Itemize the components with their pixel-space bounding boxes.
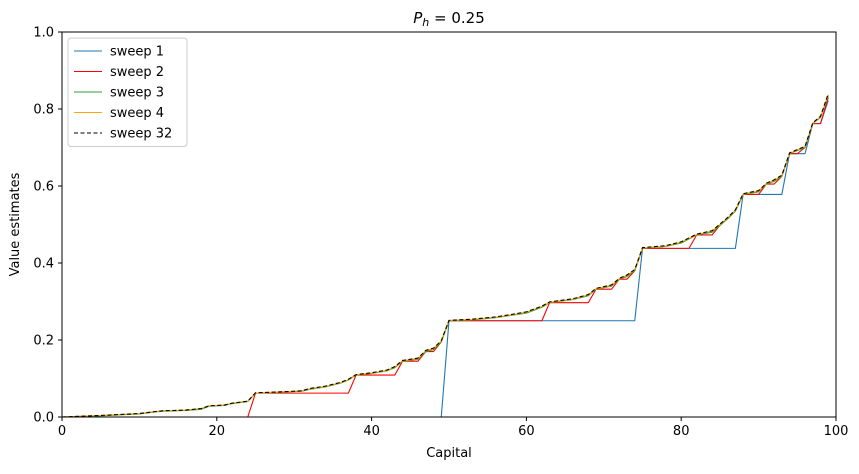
y-tick-label: 0.0 [33,411,54,426]
y-tick-label: 0.4 [33,257,54,272]
plot-frame [61,31,837,418]
x-tick-label: 60 [518,424,535,439]
chart-title-text: Ph = 0.25 [413,9,485,29]
plot-series [61,93,829,418]
legend: sweep 1 sweep 2 sweep 3 sweep 4 sweep 32 [67,37,188,147]
legend-label-4: sweep 4 [110,106,164,121]
legend-label-5: sweep 32 [110,127,172,142]
x-tick-label: 80 [673,424,690,439]
series-line-1 [62,100,829,418]
legend-label-3: sweep 3 [110,86,164,101]
title-value: = 0.25 [429,9,485,27]
legend-label-1: sweep 1 [110,45,164,60]
title-subscript: h [422,16,429,29]
chart-title: Ph = 0.25 [413,9,485,29]
series-line-5 [61,93,829,418]
title-variable: P [413,9,423,27]
y-tick-label: 0.2 [33,334,54,349]
legend-box [67,37,188,147]
x-axis-ticks: 0 20 40 60 80 100 [58,417,849,439]
y-axis-ticks: 0.0 0.2 0.4 0.6 0.8 1.0 [33,26,62,426]
x-tick-label: 20 [209,424,226,439]
x-axis-label: Capital [426,446,472,461]
legend-label-2: sweep 2 [110,65,164,80]
x-tick-label: 0 [58,424,66,439]
y-tick-label: 0.8 [33,103,54,118]
x-tick-label: 40 [363,424,380,439]
x-tick-label: 100 [824,424,849,439]
y-tick-label: 1.0 [33,26,54,41]
y-tick-label: 0.6 [33,180,54,195]
y-axis-label: Value estimates [8,172,23,276]
